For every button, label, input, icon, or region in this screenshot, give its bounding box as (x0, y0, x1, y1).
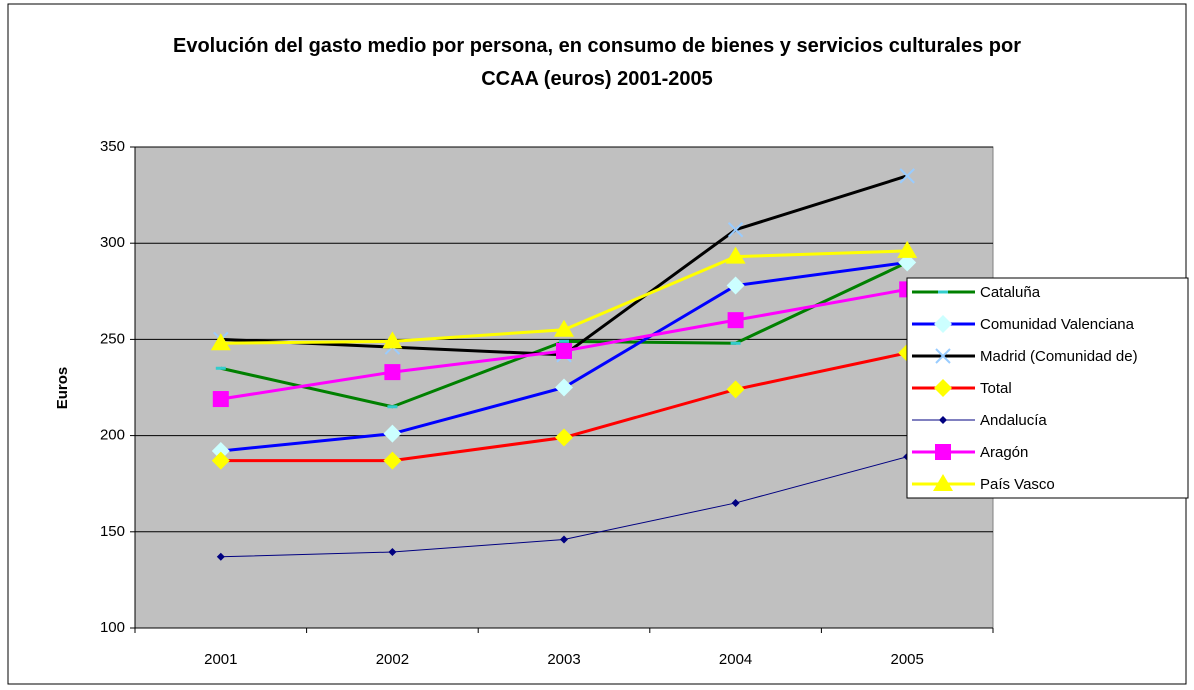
marker (554, 319, 574, 337)
marker (727, 312, 744, 329)
y-tick-label: 100 (100, 619, 125, 636)
marker (382, 331, 403, 349)
marker (555, 428, 573, 447)
marker (898, 253, 917, 272)
marker (726, 276, 745, 295)
marker (388, 548, 397, 557)
legend-label: Total (980, 380, 1012, 397)
x-tick-label: 2003 (547, 651, 580, 668)
marker (216, 552, 225, 561)
legend-marker (933, 474, 953, 491)
legend-label: Cataluña (980, 284, 1041, 301)
legend-label: Comunidad Valenciana (980, 316, 1135, 333)
marker (897, 240, 918, 258)
x-tick-label: 2001 (204, 651, 237, 668)
legend-marker (934, 315, 952, 333)
x-tick-label: 2005 (891, 651, 924, 668)
marker (212, 391, 229, 408)
marker (899, 168, 915, 184)
y-tick-label: 200 (100, 427, 125, 444)
marker (556, 342, 572, 359)
marker (726, 380, 745, 399)
marker (211, 441, 230, 460)
marker (725, 246, 746, 264)
marker (560, 535, 568, 544)
legend-label: Andalucía (980, 412, 1047, 429)
y-tick-label: 250 (100, 330, 125, 347)
marker (210, 333, 231, 351)
y-tick-label: 150 (100, 523, 125, 540)
marker (555, 378, 573, 397)
legend-marker (935, 444, 951, 460)
y-tick-label: 300 (100, 234, 125, 251)
marker (727, 222, 744, 238)
marker (211, 451, 230, 470)
y-tick-label: 350 (100, 138, 125, 155)
legend-marker (935, 348, 951, 364)
y-axis-label: Euros (54, 367, 71, 410)
marker (731, 498, 740, 507)
x-tick-label: 2004 (719, 651, 752, 668)
marker (383, 451, 402, 470)
legend-marker (939, 416, 947, 424)
chart-title: Evolución del gasto medio por persona, e… (173, 35, 1021, 90)
marker (383, 424, 402, 443)
legend-marker (934, 379, 952, 397)
legend-label: Madrid (Comunidad de) (980, 348, 1138, 365)
legend-label: Aragón (980, 444, 1028, 461)
marker (384, 364, 401, 381)
legend-label: País Vasco (980, 476, 1055, 493)
x-tick-label: 2002 (376, 651, 409, 668)
